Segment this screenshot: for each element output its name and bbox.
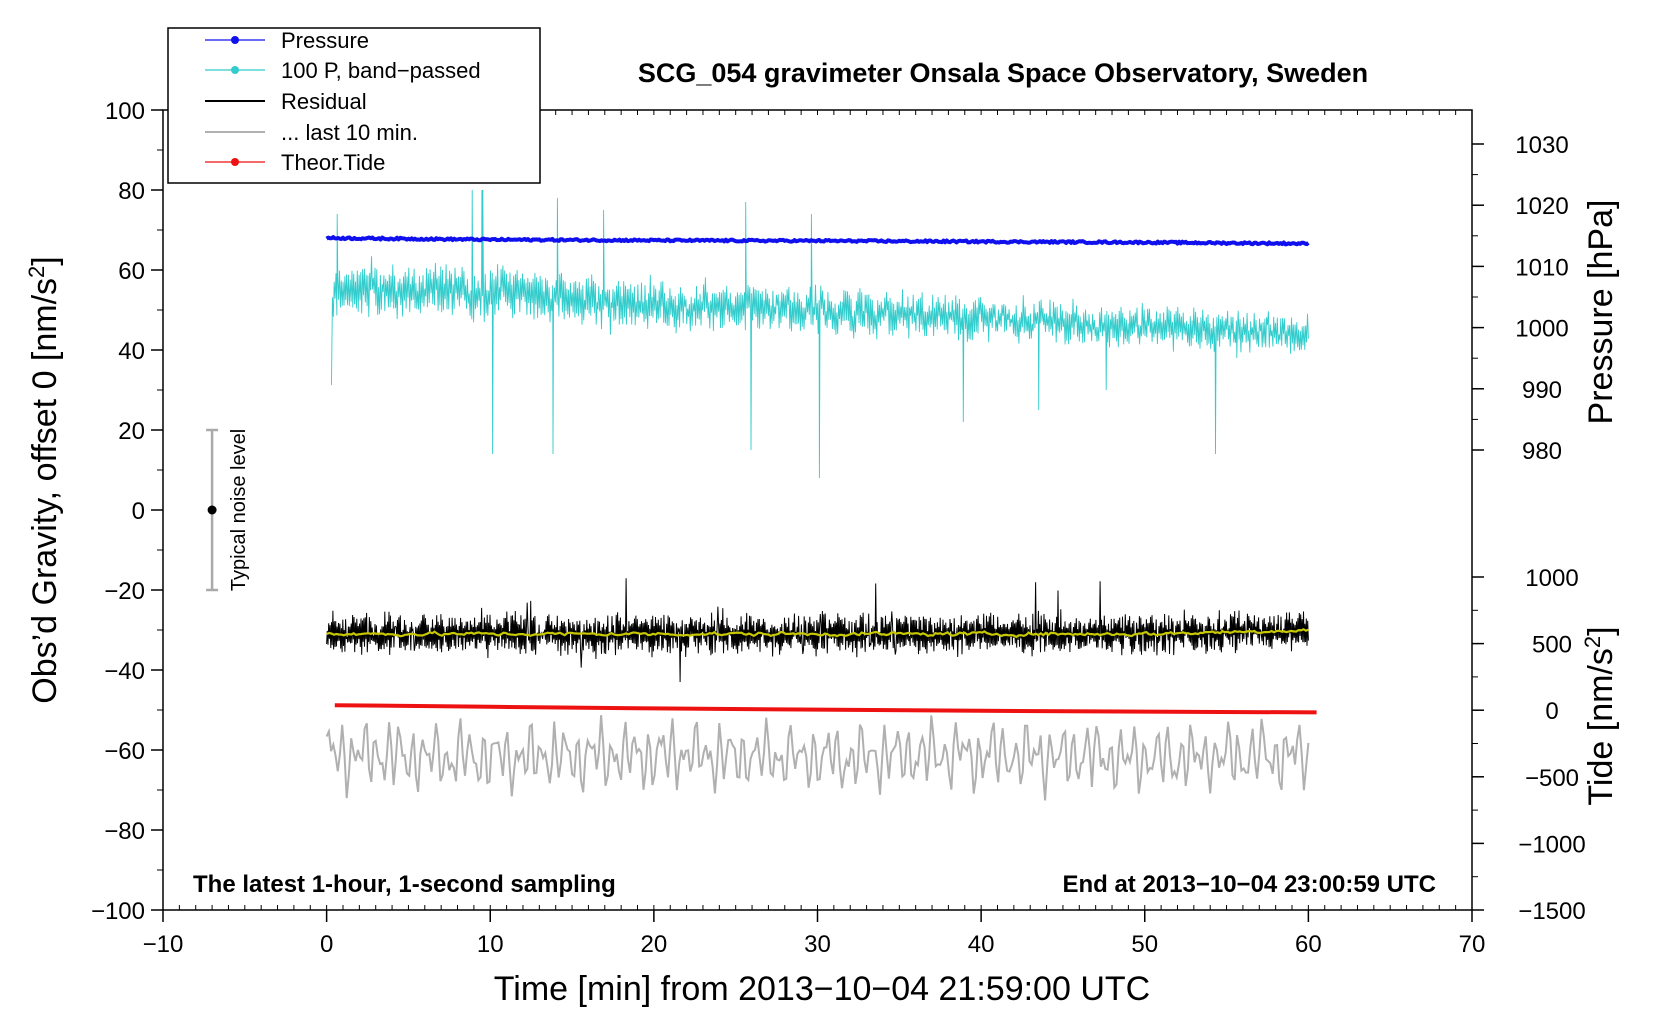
pressure-tick-label: 980: [1522, 438, 1562, 465]
legend-swatch-marker: [231, 66, 239, 74]
legend-label-residual: Residual: [281, 89, 367, 114]
legend: Pressure 100 P, band−passed Residual ...…: [167, 27, 541, 184]
legend-label-pressure: Pressure: [281, 28, 369, 53]
y-axis-title-tide: Tide [nm/s2]: [1580, 626, 1620, 805]
y-tick-label: −40: [104, 658, 145, 685]
chart-title: SCG_054 gravimeter Onsala Space Observat…: [638, 58, 1368, 88]
pressure-tick-label: 1030: [1515, 132, 1568, 159]
x-tick-label: 0: [320, 931, 333, 958]
note-latest-hour: The latest 1-hour, 1-second sampling: [193, 871, 616, 898]
series-line-residual: [326, 578, 1309, 683]
tide-tick-label: −1000: [1518, 831, 1585, 858]
tide-tick-label: 0: [1545, 698, 1558, 725]
pressure-tick-label: 1000: [1515, 316, 1568, 343]
x-tick-label: 70: [1459, 931, 1486, 958]
y-axis-title-pressure: Pressure [hPa]: [1582, 200, 1620, 425]
y-axis-title-tide-sup: 2: [1580, 636, 1605, 648]
series-layer: [325, 189, 1317, 801]
series-line-theor-tide: [334, 703, 1317, 715]
y-tick-label: 20: [118, 418, 145, 445]
series-line-residual-smoothed: [326, 628, 1309, 639]
tide-tick-label: 500: [1532, 632, 1572, 659]
y-axis-title-tide-text: Tide [nm/s: [1582, 648, 1620, 805]
legend-label-last-10-min: ... last 10 min.: [281, 120, 418, 145]
noise-indicator: [206, 428, 219, 592]
series-line-band-passed: [331, 189, 1309, 479]
y-tick-label: −100: [91, 898, 145, 925]
tide-tick-label: −500: [1525, 765, 1579, 792]
x-tick-label: 40: [968, 931, 995, 958]
x-tick-label: 50: [1131, 931, 1158, 958]
pressure-tick-label: 1010: [1515, 254, 1568, 281]
pressure-tick-label: 990: [1522, 377, 1562, 404]
tide-tick-label: −1500: [1518, 898, 1585, 925]
series-line-last-10-min: [325, 715, 1310, 801]
x-tick-label: 10: [477, 931, 504, 958]
noise-label: Typical noise level: [228, 429, 250, 591]
x-tick-label: 20: [641, 931, 668, 958]
noise-center-dot: [207, 505, 217, 515]
series-line-pressure: [325, 235, 1310, 247]
x-tick-label: −10: [143, 931, 184, 958]
y-tick-label: 100: [105, 98, 145, 125]
y-axis-title-left-text: Obs’d Gravity, offset 0 [nm/s: [26, 278, 64, 704]
x-axis-title: Time [min] from 2013−10−04 21:59:00 UTC: [494, 970, 1150, 1008]
x-tick-label: 30: [804, 931, 831, 958]
tick-layer: −10 0 10 20 30 40 50 60 70100806040200−20−40−60−…: [91, 98, 1586, 958]
note-end-time: End at 2013−10−04 23:00:59 UTC: [1062, 871, 1436, 898]
pressure-tick-label: 1020: [1515, 193, 1568, 220]
y-tick-label: −80: [104, 818, 145, 845]
y-axis-title-left-close: ]: [26, 256, 64, 265]
y-tick-label: 0: [132, 498, 145, 525]
y-tick-label: −20: [104, 578, 145, 605]
y-tick-label: 60: [118, 258, 145, 285]
y-tick-label: 80: [118, 178, 145, 205]
legend-items: [205, 36, 265, 166]
legend-label-bandpassed: 100 P, band−passed: [281, 58, 481, 83]
legend-swatch-marker: [231, 158, 239, 166]
legend-label-theor-tide: Theor.Tide: [281, 150, 385, 175]
y-axis-title-tide-close: ]: [1582, 626, 1620, 635]
tide-tick-label: 1000: [1525, 565, 1578, 592]
legend-swatch-marker: [231, 36, 239, 44]
legend-box: [167, 27, 541, 184]
x-tick-label: 60: [1295, 931, 1322, 958]
y-axis-title-left-sup: 2: [24, 266, 49, 278]
y-axis-title-left: Obs’d Gravity, offset 0 [nm/s2]: [24, 256, 64, 703]
y-tick-label: −60: [104, 738, 145, 765]
y-tick-label: 40: [118, 338, 145, 365]
